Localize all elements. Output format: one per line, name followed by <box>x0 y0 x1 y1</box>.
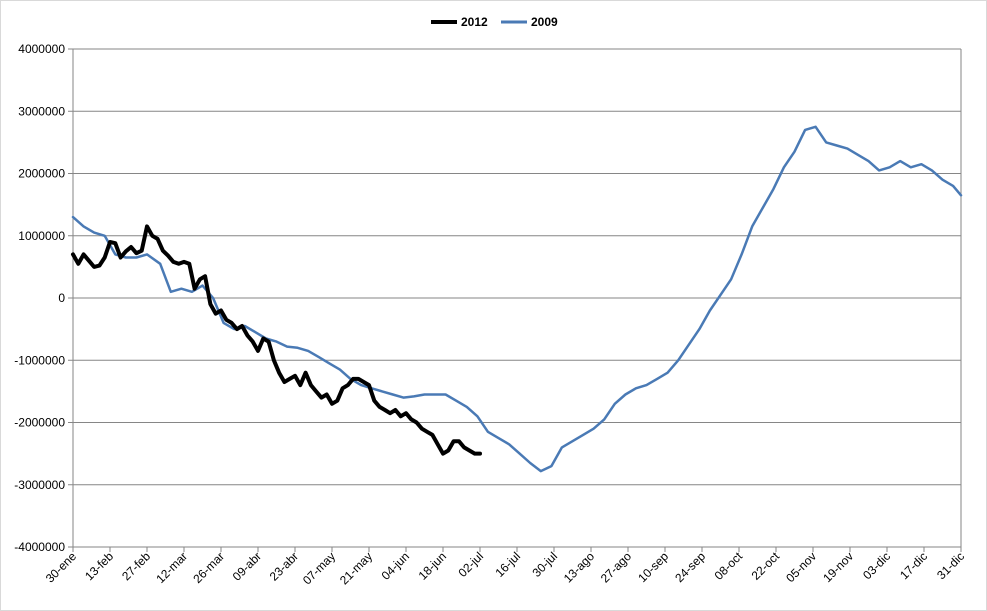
y-tick-label: 3000000 <box>18 104 65 118</box>
y-tick-label: 4000000 <box>18 42 65 56</box>
x-tick-label: 30-ene <box>43 549 80 586</box>
x-tick-label: 30-jul <box>529 549 560 580</box>
y-tick-label: -2000000 <box>14 416 65 430</box>
x-tick-label: 10-sep <box>635 549 671 585</box>
series-line-2009 <box>71 125 963 473</box>
x-tick-label: 17-dic <box>897 549 930 582</box>
x-tick-label: 02-jul <box>455 549 486 580</box>
x-tick-label: 19-nov <box>820 549 856 585</box>
y-tick-label: -1000000 <box>14 353 65 367</box>
gridlines <box>73 48 961 548</box>
legend: 2012 2009 <box>431 15 558 29</box>
x-tick-label: 27-feb <box>119 549 153 583</box>
y-tick-label: 2000000 <box>18 167 65 181</box>
x-tick-label: 16-jul <box>492 549 523 580</box>
x-tick-label: 04-jun <box>379 549 412 582</box>
legend-label-2009: 2009 <box>531 15 558 29</box>
x-tick-label: 23-abr <box>267 549 301 583</box>
x-tick-label: 03-dic <box>860 549 893 582</box>
x-tick-label: 18-jun <box>416 549 449 582</box>
x-tick-label: 21-may <box>337 549 375 587</box>
x-tick-label: 27-ago <box>598 549 635 586</box>
y-tick-label: 0 <box>58 291 65 305</box>
x-tick-label: 07-may <box>300 549 338 587</box>
y-tick-label: -3000000 <box>14 478 65 492</box>
x-tick-label: 31-dic <box>934 549 967 582</box>
x-tick-label: 13-ago <box>561 549 598 586</box>
x-tick-label: 24-sep <box>672 549 708 585</box>
x-tick-label: 26-mar <box>190 549 227 586</box>
x-axis-ticks: 30-ene 13-feb 27-feb 12-mar 26-mar 09-abr 23-a… <box>43 547 967 587</box>
x-tick-label: 05-nov <box>783 549 819 585</box>
legend-label-2012: 2012 <box>461 15 488 29</box>
series-line-2012 <box>71 224 482 456</box>
y-tick-label: 1000000 <box>18 229 65 243</box>
y-axis-ticks: 4000000 3000000 2000000 1000000 0 -1000000 -20… <box>14 42 73 554</box>
x-tick-label: 09-abr <box>230 549 264 583</box>
y-tick-label: -4000000 <box>14 540 65 554</box>
x-tick-label: 12-mar <box>153 549 190 586</box>
series-lines <box>71 125 963 473</box>
x-tick-label: 08-oct <box>712 549 746 583</box>
x-tick-label: 13-feb <box>82 549 116 583</box>
x-tick-label: 22-oct <box>749 549 783 583</box>
